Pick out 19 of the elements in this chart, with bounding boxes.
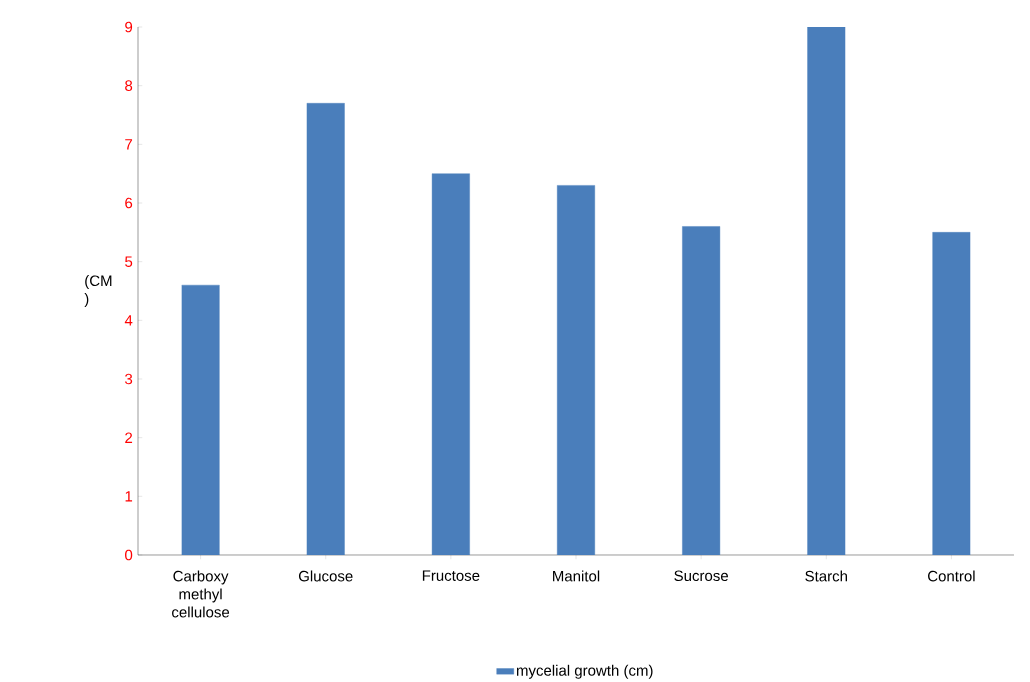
y-axis-title: (CM ) xyxy=(84,275,112,308)
y-tick-label: 7 xyxy=(125,139,133,150)
x-tick-label: Fructose xyxy=(422,570,480,581)
x-tick-label: Control xyxy=(928,570,975,582)
y-tick-label: 1 xyxy=(125,491,133,502)
y-tick-label: 9 xyxy=(125,21,133,33)
y-tick-label: 0 xyxy=(125,549,133,561)
y-tick-label: 8 xyxy=(125,80,133,92)
y-tick-label: 2 xyxy=(125,432,133,443)
x-tick-label: Starch xyxy=(805,570,847,582)
x-tick-label: Manitol xyxy=(553,570,600,582)
legend-label: mycelial growth (cm) xyxy=(516,664,653,679)
x-tick-label: Sucrose xyxy=(674,570,728,582)
x-tick-label: Carboxy methyl cellulose xyxy=(172,570,230,618)
y-tick-label: 5 xyxy=(125,256,133,267)
y-tick-label: 4 xyxy=(124,315,133,326)
x-tick-label: Glucose xyxy=(298,570,353,582)
y-tick-label: 6 xyxy=(125,197,133,209)
y-tick-label: 3 xyxy=(125,373,133,385)
